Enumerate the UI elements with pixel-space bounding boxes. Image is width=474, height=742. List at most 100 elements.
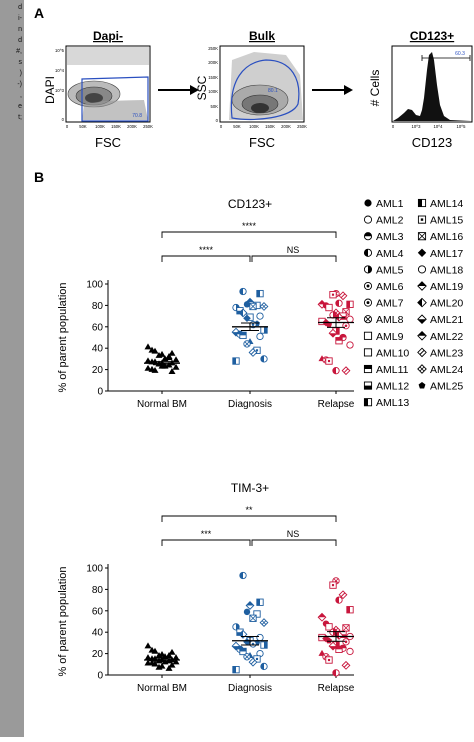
data-point (325, 357, 333, 365)
data-point (172, 654, 180, 661)
data-point (243, 653, 251, 661)
svg-text:0: 0 (62, 117, 65, 122)
y-axis-label: % of parent population (57, 282, 69, 392)
yticks-1: 10^5 10^4 10^3 0 (55, 48, 65, 122)
data-point (232, 666, 240, 674)
x-tick-label: Relapse (318, 399, 355, 410)
data-point (346, 341, 354, 349)
yticks-2: 250K 200K 150K 100K 50K 0 (208, 46, 218, 123)
y-axis-label: % of parent population (57, 566, 69, 676)
margin-text-fragment: ) (19, 70, 22, 77)
flow-cytometry-panel: Dapi- 70.8 10^5 10^4 10^3 0 (43, 29, 473, 150)
data-point (172, 363, 180, 370)
histogram-fill (393, 52, 471, 121)
margin-text-fragment: s (18, 59, 23, 66)
legend-item: AML4 (363, 248, 404, 260)
ylabel-1: DAPI (43, 76, 57, 104)
series-points (317, 289, 354, 376)
y-tick-label: 0 (97, 671, 103, 682)
legend-marker (363, 348, 373, 357)
legend-item: AML2 (363, 215, 404, 227)
data-point (322, 634, 330, 643)
series-points (231, 287, 269, 365)
data-point (256, 633, 264, 642)
legend-marker (417, 198, 427, 208)
xticks-2: 0 50K 100K 150K 200K 250K (220, 124, 307, 129)
legend-label: AML8 (376, 314, 404, 326)
data-point (243, 638, 251, 646)
legend-label: AML2 (376, 215, 404, 227)
data-point (243, 301, 251, 308)
data-point (168, 349, 176, 356)
svg-text:100K: 100K (95, 124, 105, 129)
data-point (259, 618, 269, 628)
chart-title: CD123+ (228, 197, 272, 211)
legend-marker (363, 265, 373, 274)
legend-label: AML7 (376, 298, 404, 310)
gate-value-2: 80.1 (268, 88, 278, 94)
data-point (329, 628, 337, 636)
data-point (325, 637, 333, 644)
legend-item: AML17 (417, 248, 463, 260)
data-point (332, 367, 340, 375)
data-point (334, 312, 344, 322)
data-point (346, 300, 354, 308)
significance-label: **** (199, 245, 214, 255)
xticks-1: 0 50K 100K 150K 200K 250K (66, 124, 153, 129)
legend-label: AML19 (430, 281, 463, 293)
gate-outline-1 (81, 76, 149, 122)
legend-marker (417, 232, 427, 241)
data-point (165, 353, 173, 359)
svg-text:100K: 100K (249, 124, 259, 129)
legend-marker (363, 248, 373, 257)
legend-marker (363, 381, 373, 390)
significance-bracket: **** (161, 245, 251, 262)
legend-item: AML15 (417, 215, 463, 227)
x-tick-label: Diagnosis (228, 399, 272, 410)
data-point (317, 612, 327, 622)
data-point (161, 355, 169, 362)
legend-item: AML20 (417, 298, 463, 310)
significance-label: ** (245, 505, 253, 515)
data-point (151, 366, 159, 373)
legend-item: AML6 (363, 281, 404, 293)
data-point (256, 332, 264, 341)
arrow-right-icon (158, 85, 199, 95)
y-tick-label: 100 (86, 564, 103, 575)
y-tick-label: 80 (92, 585, 104, 596)
legend-label: AML11 (376, 364, 409, 376)
legend-label: AML20 (430, 298, 463, 310)
y-tick-label: 100 (86, 280, 103, 291)
legend-item: AML10 (363, 347, 409, 359)
data-point (239, 287, 247, 296)
cd123-histogram-plot: CD123+ 60.3 0 10^3 10^4 10^5 # Cells CD1… (368, 29, 473, 150)
data-point (260, 326, 268, 334)
margin-text-fragment: n (18, 26, 22, 33)
data-point (260, 641, 268, 649)
data-point (335, 299, 343, 307)
legend-marker (363, 398, 373, 407)
legend-marker (417, 364, 427, 374)
legend-marker (417, 314, 427, 325)
data-point (239, 647, 247, 656)
y-tick-label: 80 (92, 301, 104, 312)
legend-label: AML4 (376, 248, 404, 260)
margin-text-fragment: #, (16, 48, 22, 55)
figure: A B Dapi- 70.8 10^5 10^4 (24, 0, 474, 737)
data-point (346, 606, 354, 614)
legend-item: AML14 (417, 198, 463, 210)
margin-text-fragment: i- (18, 15, 22, 22)
legend-label: AML25 (430, 381, 463, 393)
x-tick-label: Relapse (318, 683, 355, 694)
data-point (249, 302, 257, 311)
legend-item: AML5 (363, 264, 404, 276)
legend-marker (417, 281, 427, 291)
data-point (155, 652, 163, 658)
x-tick-label: Diagnosis (228, 683, 272, 694)
data-point (259, 302, 269, 311)
legend-label: AML14 (430, 198, 463, 210)
legend-label: AML21 (430, 314, 463, 326)
svg-text:0: 0 (392, 124, 395, 129)
y-tick-label: 40 (92, 344, 104, 355)
svg-text:250K: 250K (297, 124, 307, 129)
